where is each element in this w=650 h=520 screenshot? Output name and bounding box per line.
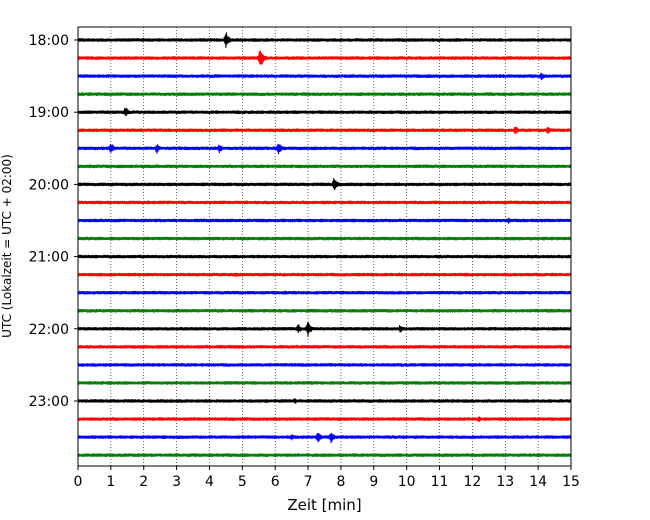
x-tick-label: 13 (496, 474, 514, 490)
trace-line-1900 (77, 107, 572, 117)
trace-line-2300 (77, 398, 572, 404)
trace-line-2330 (77, 432, 572, 444)
trace-line-2000 (77, 178, 572, 191)
trace-line-2130 (77, 290, 572, 295)
grid-lines (110, 27, 539, 466)
x-tick-label: 11 (431, 474, 449, 490)
trace-line-2115 (77, 272, 572, 278)
trace-line-1945 (77, 164, 572, 169)
y-tick-label: 23:00 (29, 394, 69, 410)
x-tick-label: 5 (238, 474, 247, 490)
trace-line-1830 (77, 72, 572, 81)
x-tick-label: 7 (304, 474, 313, 490)
x-tick-label: 12 (463, 474, 481, 490)
y-tick-label: 22:00 (29, 322, 69, 338)
trace-line-2215 (77, 344, 572, 349)
x-tick-label: 4 (205, 474, 214, 490)
trace-line-2030 (77, 217, 572, 224)
x-tick-label: 14 (529, 474, 547, 490)
axis-ticks: 0 1 2 3 4 5 6 7 8 9 10 11 12 13 14 1518:0019:0020:0021:… (29, 33, 580, 490)
trace-line-1930 (77, 143, 572, 155)
y-tick-label: 21:00 (29, 250, 69, 266)
x-tick-label: 2 (139, 474, 148, 490)
trace-line-1915 (77, 126, 572, 135)
trace-line-2230 (77, 362, 572, 367)
x-tick-label: 6 (271, 474, 280, 490)
trace-line-2100 (77, 254, 572, 259)
y-tick-label: 19:00 (29, 105, 69, 121)
trace-line-2345 (77, 453, 572, 458)
trace-line-2200 (77, 322, 572, 337)
y-tick-label: 20:00 (29, 177, 69, 193)
trace-line-1800 (77, 32, 572, 49)
trace-line-2015 (77, 200, 572, 205)
trace-line-2145 (77, 308, 572, 313)
y-tick-label: 18:00 (29, 33, 69, 49)
y-axis-label: UTC (Lokalzeit = UTC + 02:00) (0, 154, 14, 338)
x-tick-label: 10 (398, 474, 416, 490)
trace-line-1815 (77, 50, 572, 65)
trace-line-2245 (77, 381, 572, 385)
x-tick-label: 15 (562, 474, 580, 490)
trace-line-1845 (77, 92, 572, 97)
plot-frame (77, 26, 572, 467)
x-tick-label: 1 (106, 474, 115, 490)
x-tick-label: 3 (172, 474, 181, 490)
trace-line-2045 (77, 236, 572, 241)
x-tick-label: 0 (74, 474, 83, 490)
trace-series (77, 32, 572, 458)
x-tick-label: 9 (369, 474, 378, 490)
x-tick-label: 8 (336, 474, 345, 490)
x-axis-label: Zeit [min] (287, 496, 361, 514)
trace-line-2315 (77, 416, 572, 423)
